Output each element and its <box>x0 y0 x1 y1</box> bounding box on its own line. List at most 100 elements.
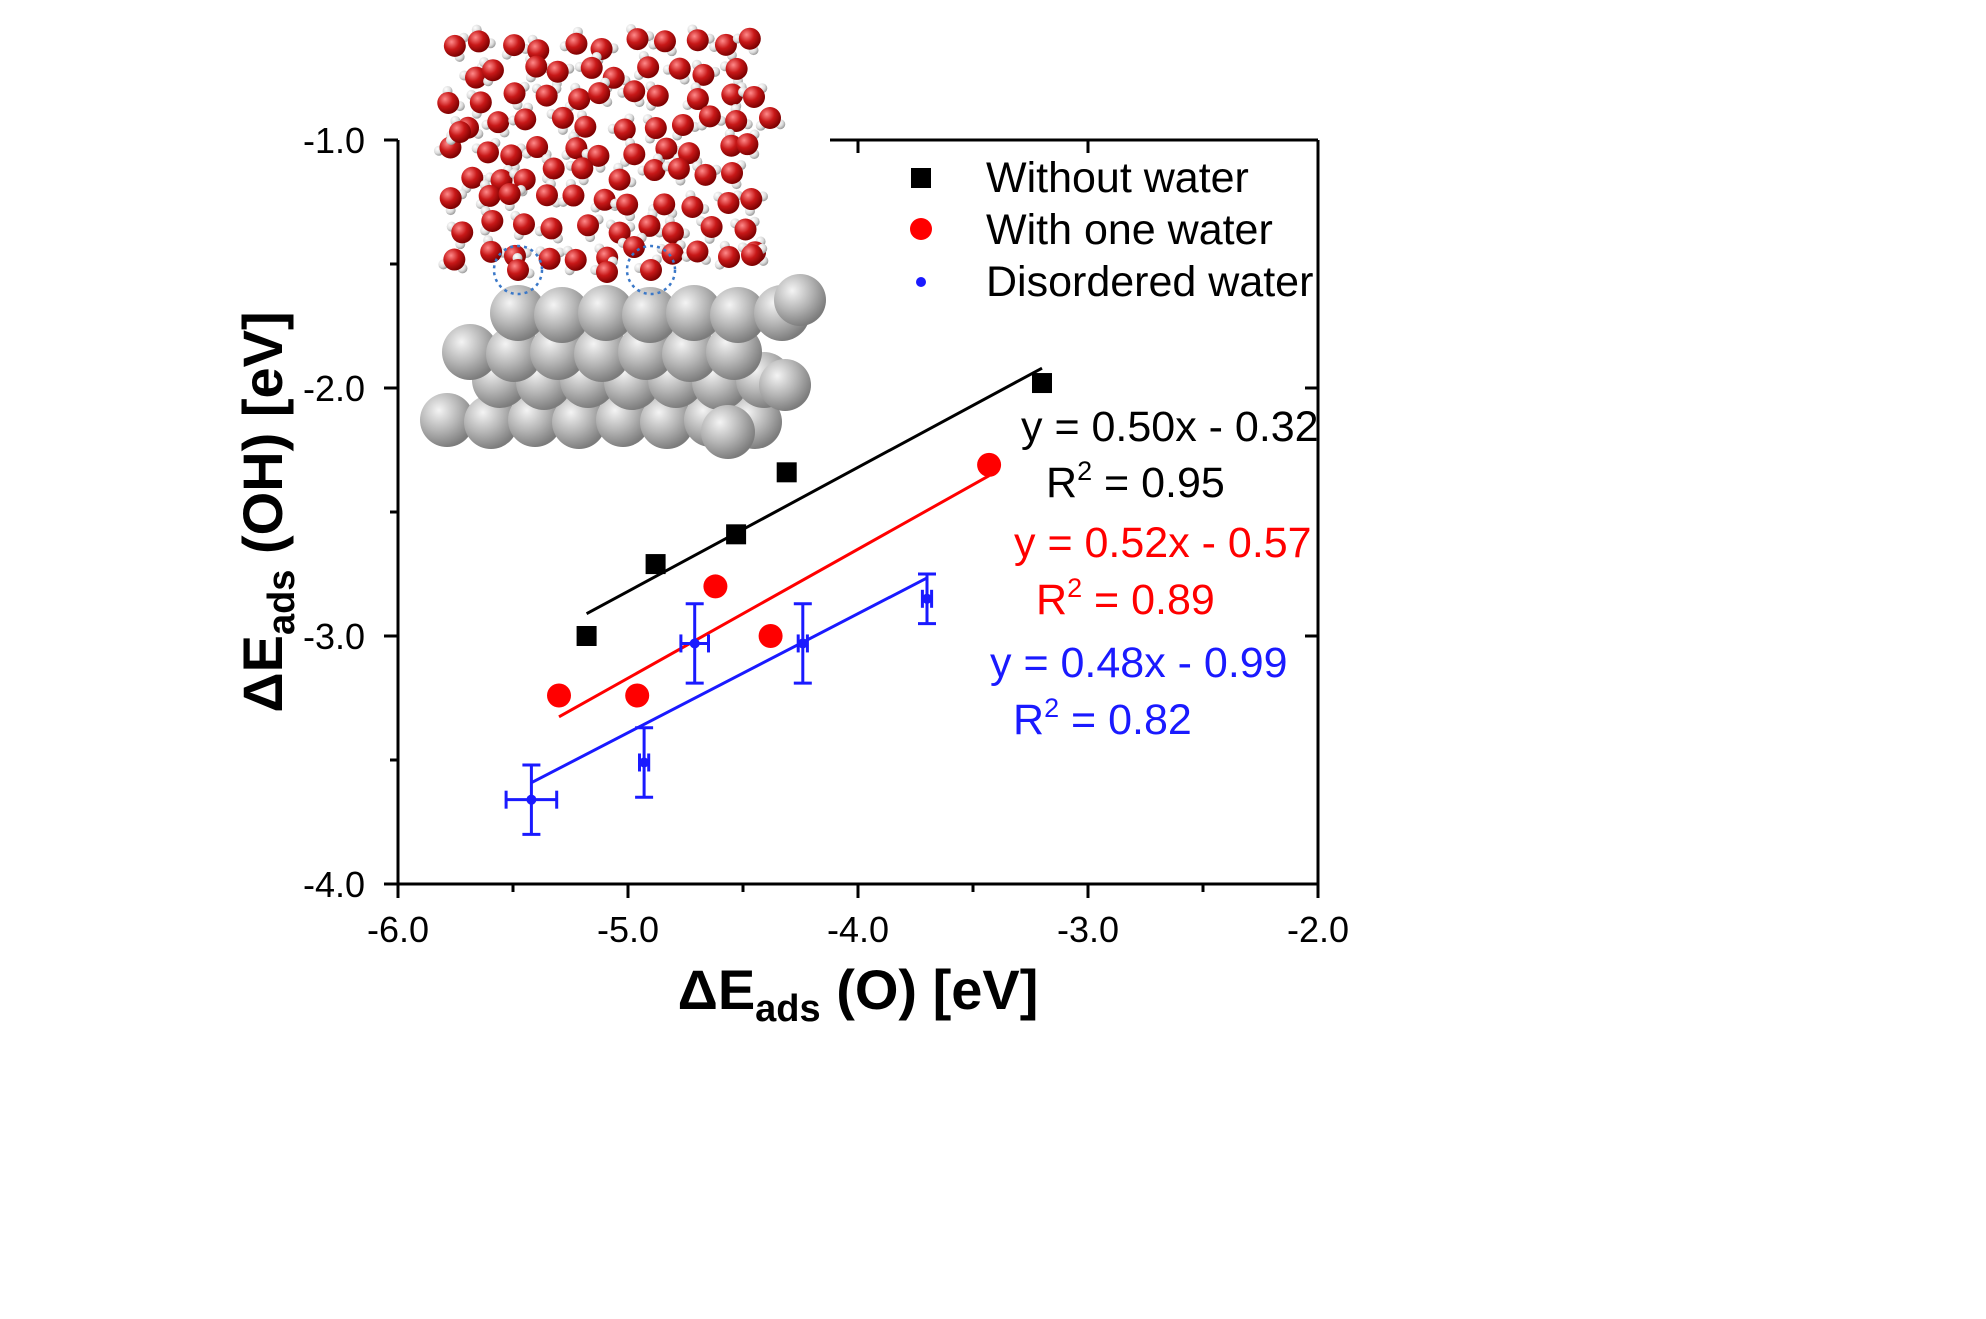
metal-atom <box>622 287 678 343</box>
x-axis-title-main: ΔE <box>678 958 756 1021</box>
metal-atom <box>486 326 542 382</box>
oxygen-atom <box>535 84 558 107</box>
metal-atom <box>552 395 606 449</box>
y-axis-title-main: ΔE <box>231 635 294 713</box>
point-with-one-water <box>977 452 1002 477</box>
molecular-inset-illustration <box>420 23 826 459</box>
legend-marker-with-one-water <box>910 218 932 240</box>
oxygen-atom <box>469 91 492 114</box>
fit-r2-prefix-disordered-water: R <box>1013 696 1044 744</box>
oxygen-atom <box>503 34 526 57</box>
metal-atom <box>710 287 766 343</box>
oxygen-atom <box>718 245 741 268</box>
point-disordered-water <box>639 757 650 768</box>
oxygen-atom <box>577 214 600 237</box>
fit-r2-sup-with-one-water: 2 <box>1067 573 1082 603</box>
oxygen-atom <box>465 66 488 89</box>
metal-atom <box>759 359 811 411</box>
fit-r2-without-water: R2 = 0.95 <box>1046 456 1225 507</box>
oxygen-atom <box>626 28 649 51</box>
oxygen-atom <box>646 84 669 107</box>
oxygen-atom <box>698 105 721 128</box>
oxygen-atom <box>725 110 748 133</box>
x-tick-label: -3.0 <box>1057 909 1119 950</box>
oxygen-atom <box>721 161 744 184</box>
oxygen-atom <box>546 60 569 83</box>
legend: Without water With one water Disordered … <box>910 154 1313 306</box>
x-tick-label: -6.0 <box>367 909 429 950</box>
oxygen-atom <box>503 82 526 105</box>
water-molecules <box>433 23 786 283</box>
oxygen-atom <box>478 184 501 207</box>
oxygen-atom <box>535 184 558 207</box>
oxygen-atom <box>653 30 676 53</box>
oxygen-atom <box>514 108 537 131</box>
x-axis-title-rest: (O) [eV] <box>821 958 1039 1021</box>
x-tick-label: -2.0 <box>1287 909 1349 950</box>
oxygen-atom <box>644 117 667 140</box>
oxygen-atom <box>613 118 636 141</box>
oxygen-atom <box>467 30 490 53</box>
oxygen-atom <box>686 240 709 263</box>
metal-atom <box>420 393 474 447</box>
x-tick-label: -5.0 <box>597 909 659 950</box>
metal-atom <box>578 285 634 341</box>
metal-atom <box>701 405 755 459</box>
oxygen-atom <box>500 144 523 167</box>
y-axis-title-rest: (OH) [eV] <box>231 311 294 569</box>
oxygen-atom <box>443 34 466 57</box>
fit-equation-without-water: y = 0.50x - 0.32 <box>1021 403 1319 451</box>
oxygen-atom <box>540 217 563 240</box>
oxygen-atom <box>623 143 646 166</box>
metal-atom <box>534 287 590 343</box>
metal-atom <box>574 326 630 382</box>
oxygen-atom <box>671 113 694 136</box>
oxygen-atom <box>593 188 616 211</box>
oxygen-atom <box>608 221 631 244</box>
oxygen-atom <box>498 183 521 206</box>
oxygen-atom <box>513 168 536 191</box>
oxygen-atom <box>623 236 646 259</box>
oxygen-atom <box>686 29 709 52</box>
oxygen-atom <box>588 82 611 105</box>
oxygen-atom <box>738 27 761 50</box>
oxygen-atom <box>564 248 587 271</box>
oxygen-atom <box>437 91 460 114</box>
fit-r2-with-one-water: R2 = 0.89 <box>1036 573 1215 624</box>
oxygen-atom <box>623 80 646 103</box>
oxygen-atom <box>461 166 484 189</box>
fit-r2-prefix-with-one-water: R <box>1036 576 1067 624</box>
point-without-water <box>776 462 797 483</box>
oxygen-atom <box>734 218 757 241</box>
x-axis-title: ΔEads (O) [eV] <box>678 958 1039 1030</box>
oxygen-atom <box>565 32 588 55</box>
fit-line-with-one-water <box>558 474 990 719</box>
point-disordered-water <box>526 794 537 805</box>
oxygen-atom <box>678 142 701 165</box>
oxygen-atom <box>443 248 466 271</box>
oxygen-atom <box>720 134 743 157</box>
error-bars <box>504 572 936 836</box>
oxygen-atom <box>525 55 548 78</box>
oxygen-atom <box>736 133 759 156</box>
fit-line-disordered-water <box>530 576 928 785</box>
point-disordered-water <box>689 638 700 649</box>
oxygen-atom <box>643 159 666 182</box>
metal-atom <box>490 285 546 341</box>
oxygen-atom <box>526 136 549 159</box>
y-tick-label: -1.0 <box>303 120 365 161</box>
oxygen-atom <box>743 85 766 108</box>
oxygen-atom <box>580 56 603 79</box>
legend-label-disordered-water: Disordered water <box>986 258 1313 306</box>
adsorbate-highlight-rings <box>492 244 677 296</box>
oxygen-atom <box>587 144 610 167</box>
oxygen-atom <box>487 111 510 134</box>
fit-r2-value-disordered-water: = 0.82 <box>1059 696 1192 744</box>
metal-atom <box>666 285 722 341</box>
oxygen-atom <box>574 115 597 138</box>
fit-r2-value-without-water: = 0.95 <box>1092 459 1225 507</box>
y-tick-label: -2.0 <box>303 368 365 409</box>
oxygen-atom <box>538 247 561 270</box>
oxygen-atom <box>527 39 550 62</box>
